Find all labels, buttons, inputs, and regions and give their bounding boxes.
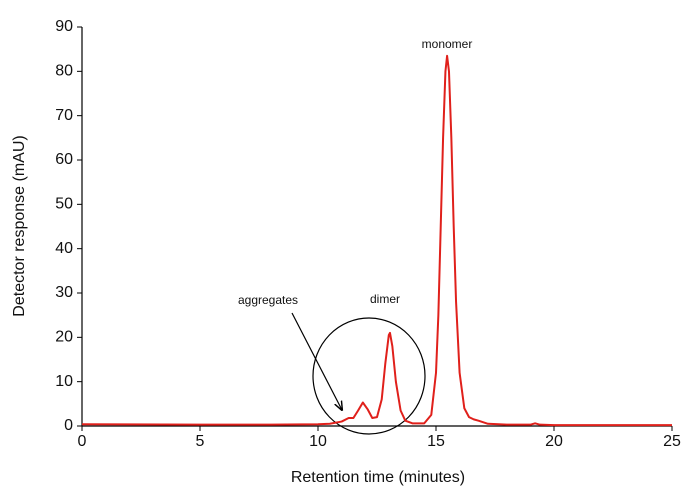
y-tick-label: 10 bbox=[55, 373, 73, 390]
annotation: dimer bbox=[370, 292, 400, 306]
x-tick-label: 5 bbox=[196, 433, 205, 450]
annotation: monomer bbox=[422, 37, 473, 51]
x-tick-label: 0 bbox=[78, 433, 87, 450]
y-tick-label: 50 bbox=[55, 196, 73, 213]
x-tick-label: 20 bbox=[545, 433, 563, 450]
y-tick-label: 90 bbox=[55, 18, 73, 35]
y-tick-label: 0 bbox=[64, 417, 73, 434]
y-tick-label: 40 bbox=[55, 240, 73, 257]
x-tick-label: 10 bbox=[309, 433, 327, 450]
y-tick-label: 30 bbox=[55, 284, 73, 301]
x-tick-label: 15 bbox=[427, 433, 445, 450]
x-tick-label: 25 bbox=[663, 433, 681, 450]
y-axis-label: Detector response (mAU) bbox=[11, 135, 28, 316]
y-tick-label: 80 bbox=[55, 63, 73, 80]
y-tick-label: 70 bbox=[55, 107, 73, 124]
aggregates-arrow bbox=[291, 312, 342, 410]
data-line bbox=[81, 54, 672, 427]
x-axis-label: Retention time (minutes) bbox=[291, 469, 465, 486]
y-tick-label: 20 bbox=[55, 329, 73, 346]
y-tick-label: 60 bbox=[55, 151, 73, 168]
annotation: aggregates bbox=[238, 293, 298, 307]
dimer-circle bbox=[312, 317, 426, 435]
